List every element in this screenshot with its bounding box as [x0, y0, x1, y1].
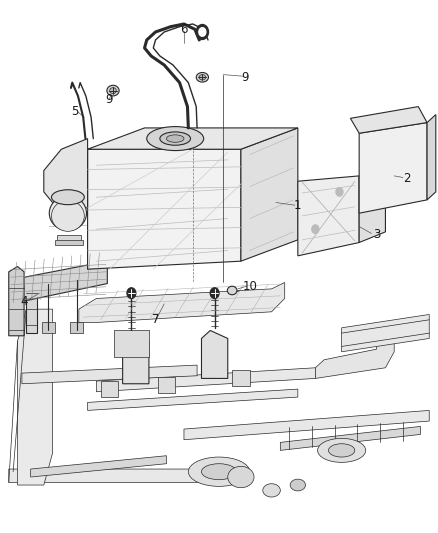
Circle shape	[199, 28, 206, 36]
Ellipse shape	[290, 479, 306, 491]
Ellipse shape	[49, 196, 86, 230]
Text: 9: 9	[241, 71, 249, 84]
Polygon shape	[427, 115, 436, 200]
Circle shape	[336, 188, 343, 196]
Polygon shape	[359, 165, 385, 243]
Ellipse shape	[147, 126, 204, 150]
Polygon shape	[22, 365, 197, 384]
Ellipse shape	[199, 75, 206, 80]
Polygon shape	[88, 389, 298, 410]
Polygon shape	[44, 139, 88, 208]
Polygon shape	[79, 282, 285, 322]
Polygon shape	[88, 149, 241, 269]
Text: 2: 2	[403, 172, 411, 185]
Ellipse shape	[110, 87, 117, 94]
Polygon shape	[350, 107, 427, 133]
Ellipse shape	[328, 443, 355, 457]
Text: 10: 10	[242, 280, 257, 293]
Polygon shape	[42, 322, 55, 333]
Polygon shape	[232, 370, 250, 386]
Polygon shape	[280, 426, 420, 450]
Ellipse shape	[263, 484, 280, 497]
Text: 6: 6	[180, 23, 188, 36]
Text: 7: 7	[152, 313, 159, 326]
Polygon shape	[101, 381, 118, 397]
Polygon shape	[158, 377, 175, 393]
Polygon shape	[18, 309, 53, 485]
Polygon shape	[241, 128, 298, 261]
Polygon shape	[70, 322, 83, 333]
Polygon shape	[88, 128, 298, 149]
Ellipse shape	[201, 464, 237, 480]
Ellipse shape	[228, 466, 254, 488]
Polygon shape	[57, 235, 81, 243]
Polygon shape	[9, 461, 219, 482]
Ellipse shape	[318, 438, 366, 462]
Ellipse shape	[52, 190, 84, 205]
Text: 1: 1	[294, 199, 302, 212]
Polygon shape	[184, 410, 429, 440]
Text: 5: 5	[71, 106, 78, 118]
Polygon shape	[26, 282, 37, 333]
Ellipse shape	[227, 286, 237, 295]
Ellipse shape	[166, 135, 184, 142]
Polygon shape	[123, 333, 149, 384]
Polygon shape	[88, 139, 131, 269]
Circle shape	[210, 288, 219, 298]
Circle shape	[312, 225, 319, 233]
Ellipse shape	[52, 200, 84, 231]
Polygon shape	[55, 240, 83, 245]
Polygon shape	[114, 330, 149, 357]
Polygon shape	[31, 456, 166, 477]
Ellipse shape	[188, 457, 250, 486]
Text: 4: 4	[20, 295, 28, 308]
Polygon shape	[359, 123, 427, 213]
Polygon shape	[201, 330, 228, 378]
Polygon shape	[96, 368, 315, 392]
Text: 9: 9	[105, 93, 113, 106]
Polygon shape	[11, 261, 107, 304]
Ellipse shape	[196, 72, 208, 82]
Polygon shape	[9, 266, 24, 336]
Polygon shape	[298, 176, 359, 256]
Polygon shape	[342, 314, 429, 352]
Circle shape	[196, 25, 208, 39]
Polygon shape	[315, 330, 394, 378]
Ellipse shape	[107, 85, 119, 96]
Text: 3: 3	[373, 228, 380, 241]
Ellipse shape	[160, 132, 191, 146]
Circle shape	[127, 288, 136, 298]
